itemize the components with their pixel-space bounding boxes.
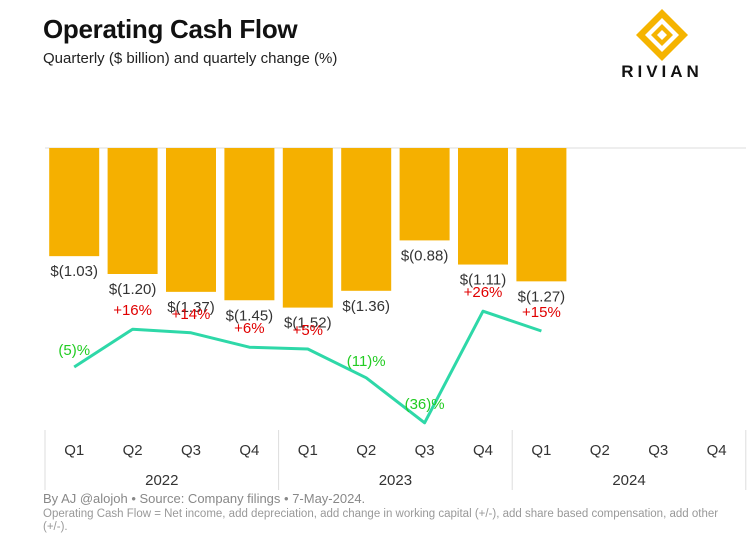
bar [341, 148, 392, 291]
rivian-wordmark: RIVIAN [621, 62, 703, 81]
rivian-logo: RIVIAN [612, 8, 712, 84]
bar [458, 148, 508, 265]
bar-value-label: $(1.37) [167, 299, 215, 316]
qoq-change-line [73, 309, 542, 425]
bar-value-label: $(1.11) [460, 272, 506, 289]
bar-value-label: $(1.20) [109, 281, 157, 298]
x-tick-label: Q2 [590, 442, 610, 459]
bar-value-label: $(1.27) [518, 288, 566, 305]
x-tick-label: Q3 [181, 442, 201, 459]
bar-value-label: $(1.45) [226, 307, 274, 324]
change-label: (36)% [405, 396, 445, 413]
source-note: By AJ @alojoh • Source: Company filings … [43, 491, 366, 506]
bar [399, 148, 450, 241]
rivian-diamond-icon [636, 9, 688, 61]
year-group-label: 2024 [612, 472, 645, 489]
bar [166, 148, 216, 292]
bar-value-label: $(0.88) [401, 247, 449, 264]
bar-value-label: $(1.52) [284, 315, 332, 332]
x-tick-label: Q1 [298, 442, 318, 459]
x-tick-label: Q1 [64, 442, 84, 459]
chart-subtitle: Quarterly ($ billion) and quartely chang… [43, 50, 338, 67]
bar-value-label: $(1.03) [50, 263, 98, 280]
x-tick-label: Q2 [356, 442, 376, 459]
year-group-label: 2023 [379, 472, 412, 489]
chart-title: Operating Cash Flow [43, 14, 298, 44]
x-tick-label: Q2 [123, 442, 143, 459]
bar-value-label: $(1.36) [342, 298, 390, 315]
definition-note: Operating Cash Flow = Net income, add de… [43, 508, 719, 533]
bar [49, 148, 100, 257]
x-tick-label: Q4 [473, 442, 493, 459]
change-label: (11)% [347, 353, 386, 370]
x-tick-label: Q4 [239, 442, 259, 459]
change-label: +15% [522, 304, 561, 321]
bar [516, 148, 567, 282]
year-group-label: 2022 [145, 472, 178, 489]
change-label: +16% [113, 302, 152, 319]
x-tick-label: Q4 [707, 442, 727, 459]
x-tick-label: Q3 [415, 442, 435, 459]
x-tick-label: Q1 [531, 442, 551, 459]
change-label: +5% [293, 322, 323, 339]
change-label: +14% [172, 306, 211, 323]
change-label: (5)% [58, 342, 90, 359]
change-label: +6% [234, 320, 264, 337]
bar [282, 148, 333, 308]
x-tick-label: Q3 [648, 442, 668, 459]
bar [107, 148, 158, 274]
bar [224, 148, 275, 301]
change-label: +26% [464, 284, 503, 301]
